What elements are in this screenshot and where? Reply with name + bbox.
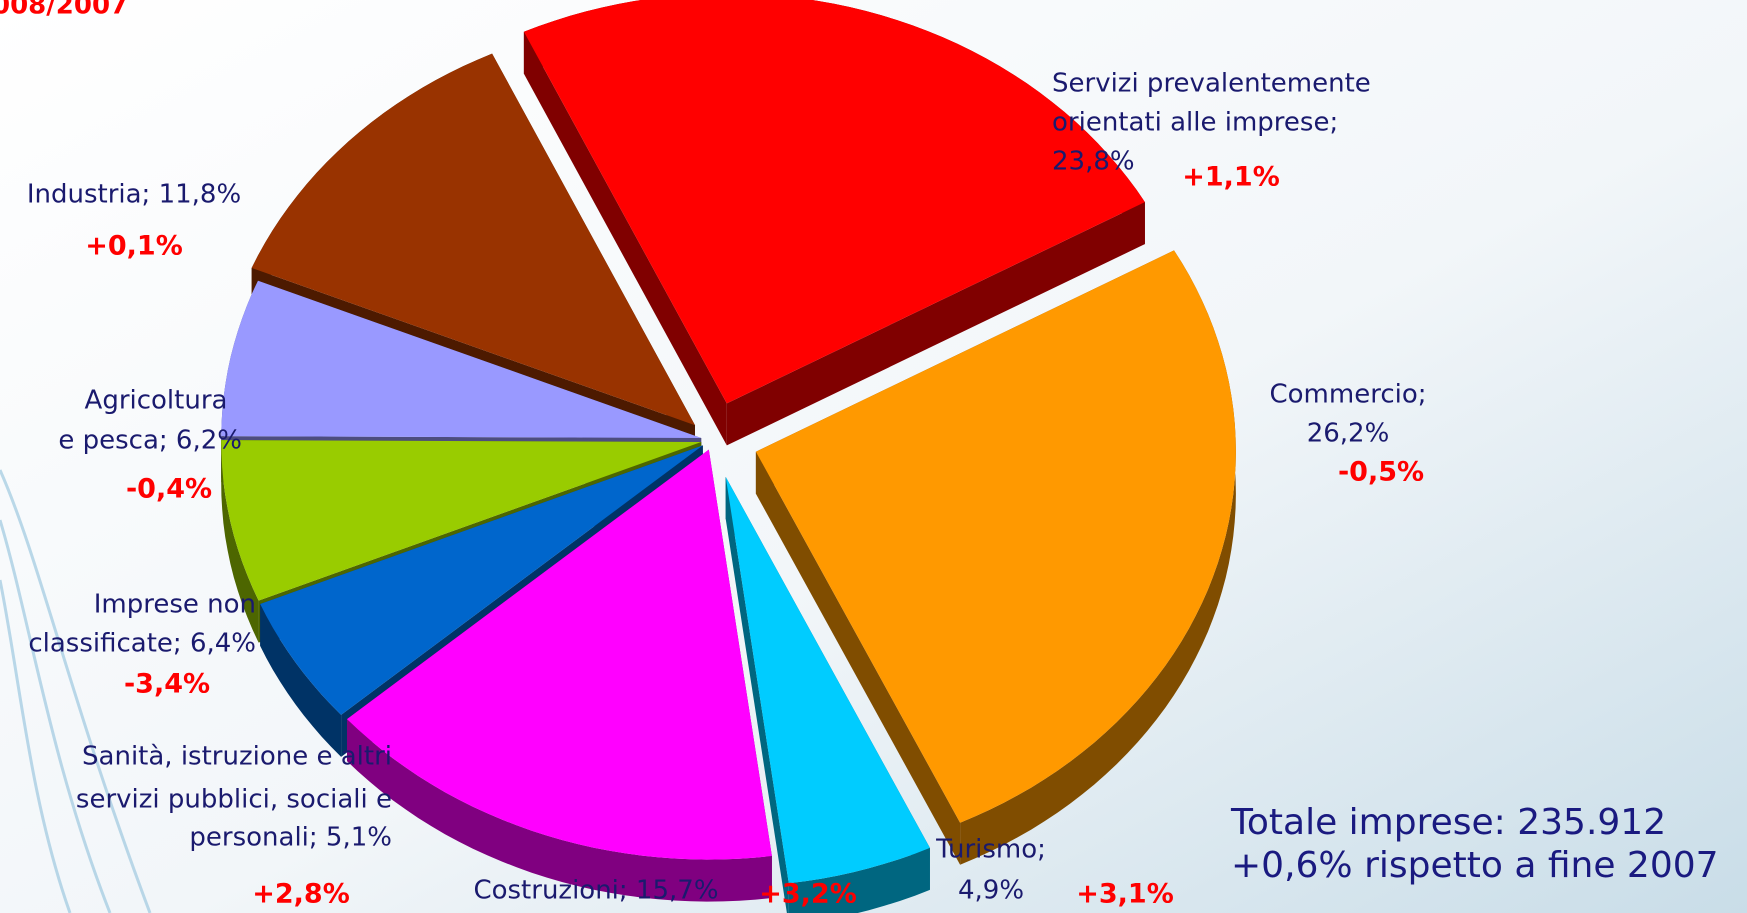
slice — [260, 445, 703, 715]
slice — [725, 476, 930, 913]
title: 008/2007 — [0, 0, 128, 21]
slice — [523, 0, 1145, 446]
slice-label: Agricoltura — [85, 386, 228, 416]
decoration — [0, 469, 152, 913]
slice-side — [523, 31, 727, 446]
slice-label: Turismo; — [935, 835, 1046, 865]
slice — [347, 449, 772, 860]
annotation: Totale imprese: 235.912 — [1230, 802, 1666, 843]
slice-label: Servizi prevalentemente — [1052, 69, 1371, 99]
slice — [221, 280, 702, 438]
slice — [755, 250, 1236, 823]
slice-label: servizi pubblici, sociali e — [76, 785, 392, 815]
slice-label: 4,9% — [958, 876, 1024, 906]
slice — [221, 440, 702, 601]
slice — [347, 449, 772, 902]
slice — [523, 0, 1145, 404]
change-label: +2,8% — [252, 879, 350, 910]
slice-side — [347, 719, 772, 902]
change-label: +1,1% — [1182, 162, 1280, 193]
slice-side — [960, 250, 1236, 865]
slice-label: personali; 5,1% — [189, 823, 392, 853]
slice-label: e pesca; 6,2% — [58, 426, 242, 456]
slice-label: classificate; 6,4% — [28, 629, 256, 659]
slice-side — [726, 202, 1145, 446]
slice — [251, 53, 695, 426]
slice-label: 26,2% — [1307, 419, 1390, 449]
change-label: +0,1% — [85, 231, 183, 262]
slice-label: Sanità, istruzione e altri — [82, 742, 392, 772]
slice-label: 23,8% — [1052, 147, 1135, 177]
slice-side — [755, 451, 961, 865]
change-label: +3,1% — [1076, 879, 1174, 910]
slice-side — [260, 604, 342, 757]
slice-label: Commercio; — [1269, 380, 1426, 410]
slice-label: Costruzioni; 15,7% — [473, 876, 718, 906]
slice-label: Industria; 11,8% — [27, 180, 241, 210]
change-label: -0,5% — [1338, 457, 1424, 488]
slice-label: orientati alle imprese; — [1052, 108, 1338, 138]
slice-label: Imprese non — [94, 590, 256, 620]
slice-side — [221, 440, 259, 643]
slice — [755, 250, 1236, 865]
annotation: +0,6% rispetto a fine 2007 — [1231, 845, 1719, 886]
slice-side — [725, 476, 789, 913]
slice-side — [788, 847, 930, 913]
change-label: -3,4% — [124, 669, 210, 700]
change-label: +3,2% — [759, 879, 857, 910]
change-label: -0,4% — [126, 474, 212, 505]
slice — [725, 476, 930, 884]
